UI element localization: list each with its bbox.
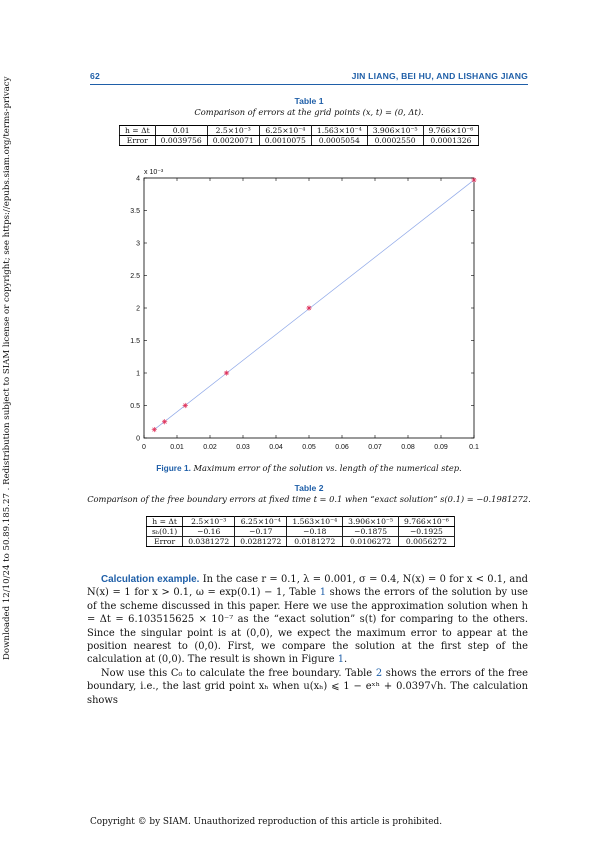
paragraph-free-boundary: Now use this C₀ to calculate the free bo… <box>87 667 528 707</box>
table-cell: 1.563×10⁻⁴ <box>310 125 368 136</box>
table-cell: 0.0039756 <box>154 135 208 146</box>
table1-reference-link[interactable]: 1 <box>319 587 327 599</box>
table-cell: 0.0106272 <box>342 536 399 547</box>
table-cell: 0.0005054 <box>310 135 368 146</box>
data-point-marker <box>162 419 168 425</box>
y-tick-label: 3 <box>136 241 140 248</box>
table-cell: 0.0002550 <box>366 135 424 146</box>
figure1-caption-block: Figure 1. Maximum error of the solution … <box>90 463 528 473</box>
x-tick-label: 0.1 <box>469 444 479 451</box>
download-note-text: Downloaded 12/10/24 to 50.89.185.27 . Re… <box>2 76 12 660</box>
table2-caption: Comparison of the free boundary errors a… <box>87 494 531 504</box>
table2-header-row: h = Δt 2.5×10⁻³ 6.25×10⁻⁴ 1.563×10⁻⁴ 3.9… <box>145 516 455 527</box>
figure1-label: Figure 1. <box>156 463 191 473</box>
data-point-marker <box>182 402 188 409</box>
page-number: 62 <box>90 71 100 81</box>
table-cell: 6.25×10⁻⁴ <box>234 516 288 527</box>
table-cell: 9.766×10⁻⁶ <box>422 125 480 136</box>
x-tick-label: 0.01 <box>170 444 184 451</box>
table2-error-row: Error 0.0381272 0.0281272 0.0181272 0.01… <box>145 536 455 547</box>
table-cell: 6.25×10⁻⁴ <box>258 125 312 136</box>
y-tick-label: 2 <box>136 306 140 313</box>
table-cell: 3.906×10⁻⁵ <box>342 516 399 527</box>
figure1-reference-link[interactable]: 1 <box>337 654 344 666</box>
table-cell: 2.5×10⁻³ <box>182 516 236 527</box>
figure1-caption: Maximum error of the solution vs. length… <box>193 463 462 473</box>
table-cell: Error <box>145 536 184 547</box>
fit-line <box>154 179 475 430</box>
y-tick-label: 0 <box>136 436 140 443</box>
table1-label: Table 1 <box>294 96 324 106</box>
table-cell: 0.01 <box>154 125 208 136</box>
data-point-marker <box>306 305 312 311</box>
table-cell: −0.1925 <box>398 526 455 537</box>
table-cell: 3.906×10⁻⁵ <box>366 125 424 136</box>
data-point-marker <box>471 177 477 183</box>
table-cell: 0.0010075 <box>258 135 312 146</box>
y-tick-label: 3.5 <box>130 208 140 215</box>
x-tick-label: 0.05 <box>302 444 316 451</box>
table-cell: −0.1875 <box>342 526 399 537</box>
table-cell: −0.16 <box>182 526 236 537</box>
data-point-marker <box>151 426 157 433</box>
table1-header-row: h = Δt 0.01 2.5×10⁻³ 6.25×10⁻⁴ 1.563×10⁻… <box>119 125 480 136</box>
paragraph-text: Now use this C₀ to calculate the free bo… <box>101 667 376 679</box>
paragraph-text: . <box>344 654 348 666</box>
paragraph-text: In the case r = 0.1, λ = 0.001, σ = 0.4,… <box>87 574 529 599</box>
paragraph-text: shows the errors of the solution by use … <box>87 587 529 666</box>
table1-error-row: Error 0.0039756 0.0020071 0.0010075 0.00… <box>119 135 480 146</box>
data-point-marker <box>223 370 230 376</box>
table2: h = Δt 2.5×10⁻³ 6.25×10⁻⁴ 1.563×10⁻⁴ 3.9… <box>145 516 455 547</box>
table-cell: 0.0181272 <box>286 536 344 547</box>
y-tick-label: 1 <box>136 371 140 378</box>
table-cell: 0.0281272 <box>234 536 288 547</box>
runin-heading: Calculation example. <box>101 574 200 585</box>
table-cell: h = Δt <box>145 516 184 527</box>
table-cell: −0.17 <box>234 526 288 537</box>
table2-boundary-row: sₕ(0.1) −0.16 −0.17 −0.18 −0.1875 −0.192… <box>145 526 455 537</box>
body-text: Calculation example. In the case r = 0.1… <box>87 573 528 707</box>
x-tick-label: 0.08 <box>401 444 415 451</box>
y-tick-label: 2.5 <box>130 273 140 280</box>
x-tick-label: 0.04 <box>269 444 283 451</box>
table-cell: sₕ(0.1) <box>145 526 184 537</box>
x-tick-label: 0.02 <box>203 444 217 451</box>
table-cell: 2.5×10⁻³ <box>206 125 260 136</box>
y-tick-label: 4 <box>136 176 140 183</box>
table-cell: 0.0381272 <box>182 536 236 547</box>
figure1-chart: 0 0.01 0.02 0.03 0.04 0.05 0.06 0.07 0.08 0.09 0.1… <box>130 169 479 451</box>
running-header-authors: JIN LIANG, BEI HU, AND LISHANG JIANG <box>351 71 528 81</box>
x-tick-label: 0.06 <box>335 444 349 451</box>
x-tick-label: 0.03 <box>236 444 250 451</box>
download-note: Downloaded 12/10/24 to 50.89.185.27 . Re… <box>2 0 18 842</box>
y-tick-label: 1.5 <box>130 338 140 345</box>
header-rule <box>90 84 528 85</box>
table1-caption: Comparison of errors at the grid points … <box>194 107 424 117</box>
table-cell: h = Δt <box>119 125 156 136</box>
table2-label: Table 2 <box>294 483 324 493</box>
table-cell: Error <box>119 135 156 146</box>
paragraph-text: shows the errors of the free boundary, i… <box>87 667 528 706</box>
table-cell: 9.766×10⁻⁶ <box>398 516 455 527</box>
table-cell: 0.0001326 <box>422 135 480 146</box>
table1: h = Δt 0.01 2.5×10⁻³ 6.25×10⁻⁴ 1.563×10⁻… <box>119 125 480 146</box>
x-tick-label: 0.09 <box>434 444 448 451</box>
table-cell: 1.563×10⁻⁴ <box>286 516 344 527</box>
table-cell: 0.0056272 <box>398 536 455 547</box>
table-cell: 0.0020071 <box>206 135 260 146</box>
table-cell: −0.18 <box>286 526 344 537</box>
y-multiplier-label: x 10⁻³ <box>144 169 164 176</box>
paragraph-calculation-example: Calculation example. In the case r = 0.1… <box>87 573 528 667</box>
x-tick-label: 0 <box>142 444 146 451</box>
x-tick-label: 0.07 <box>368 444 382 451</box>
table2-reference-link[interactable]: 2 <box>375 667 383 679</box>
y-tick-label: 0.5 <box>130 403 140 410</box>
copyright-footer: Copyright © by SIAM. Unauthorized reprod… <box>90 817 443 827</box>
